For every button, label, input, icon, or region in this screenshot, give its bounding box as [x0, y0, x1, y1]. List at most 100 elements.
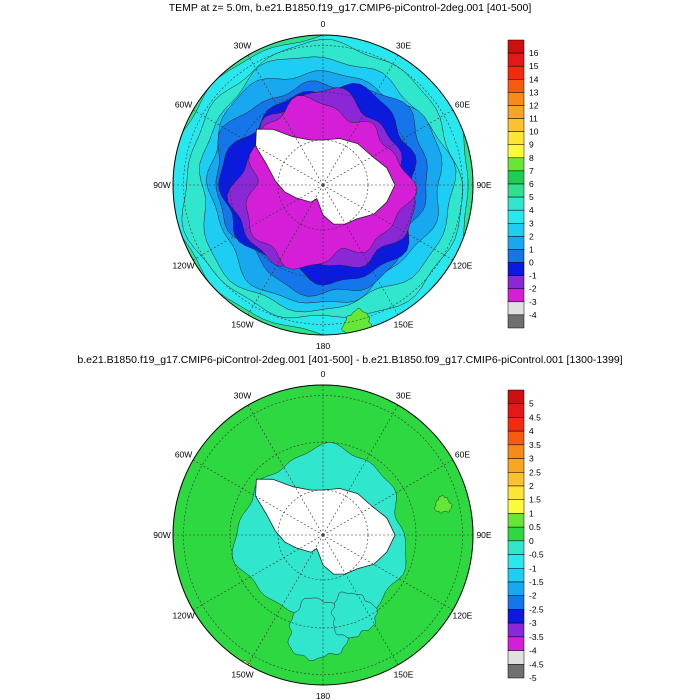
longitude-label: 30W [234, 391, 251, 401]
colorbar-tick-label: 2 [529, 231, 534, 241]
colorbar-tick-label: 5 [529, 192, 534, 202]
colorbar-swatch [507, 262, 525, 276]
colorbar-tick-label: -2.5 [529, 604, 544, 614]
colorbar-swatch [507, 249, 525, 263]
warm-patch [173, 278, 190, 301]
colorbar-swatch [507, 554, 525, 569]
colorbar-tick-label: -1 [529, 563, 537, 573]
colorbar-swatch [507, 526, 525, 542]
colorbar-swatch [507, 275, 525, 289]
colorbar-tick-label: -4 [529, 310, 537, 320]
anomaly-contour [433, 495, 453, 514]
meridian-line [322, 184, 454, 261]
colorbar-swatch [507, 513, 525, 528]
colorbar-tick-label: 2 [529, 481, 534, 491]
colorbar-swatch [507, 144, 525, 159]
meridian-line [247, 184, 324, 316]
colorbar-tick-label: 0 [529, 258, 534, 268]
colorbar-tick-label: 11 [529, 114, 538, 124]
colorbar-swatch [507, 236, 525, 250]
latitude-circle [183, 395, 463, 675]
longitude-label: 60W [175, 100, 192, 110]
colorbar-swatch [507, 170, 525, 185]
colorbar-tick-label: 4 [529, 205, 534, 215]
colorbar-swatch [507, 472, 525, 487]
panel1-map: 030E60E90E120E150E180150W120W90W60W30W16… [153, 19, 539, 350]
colorbar-swatch [507, 314, 525, 329]
colorbar-tick-label: 10 [529, 127, 539, 137]
colorbar-tick-label: 2.5 [529, 467, 541, 477]
colorbar-swatch [507, 650, 525, 665]
colorbar-tick-label: -3 [529, 297, 537, 307]
colorbar-tick-label: -0.5 [529, 550, 544, 560]
colorbar-tick-label: 8 [529, 153, 534, 163]
meridian-line [322, 404, 399, 536]
meridian-line [322, 184, 399, 316]
longitude-label: 60E [455, 100, 470, 110]
colorbar-tick-label: -5 [529, 673, 537, 683]
colorbar-swatch [507, 540, 525, 555]
map-boundary [172, 384, 474, 686]
longitude-label: 180 [316, 691, 330, 700]
longitude-label: 120W [172, 261, 194, 271]
colorbar-tick-label: 3 [529, 454, 534, 464]
meridian-line [247, 404, 324, 536]
meridian-line [192, 109, 324, 186]
antarctica-landmass [255, 478, 396, 575]
longitude-label: 150W [231, 669, 253, 679]
meridian-line [192, 184, 324, 261]
colorbar-tick-label: -3.5 [529, 632, 544, 642]
colorbar-swatch [507, 131, 525, 145]
colorbar-swatch [507, 105, 525, 119]
colorbar-tick-label: 5 [529, 399, 534, 409]
meridian-line [322, 54, 399, 186]
colorbar-swatch [507, 209, 525, 224]
colorbar-tick-label: 14 [529, 74, 539, 84]
colorbar-swatch [507, 430, 525, 446]
colorbar-swatch [507, 664, 525, 679]
colorbar-tick-label: 9 [529, 140, 534, 150]
colorbar-swatch [507, 622, 525, 638]
colorbar-swatch [507, 183, 525, 198]
colorbar-swatch [507, 389, 525, 404]
colorbar-tick-label: 3.5 [529, 440, 541, 450]
colorbar-tick-label: 1 [529, 244, 534, 254]
map-field [173, 35, 473, 335]
meridian-line [322, 534, 399, 666]
colorbar-swatch [507, 39, 525, 54]
longitude-label: 90E [476, 180, 491, 190]
longitude-label: 60E [455, 450, 470, 460]
colorbar-tick-label: 1.5 [529, 495, 541, 505]
colorbar-swatch [507, 157, 525, 172]
colorbar-tick-label: 7 [529, 166, 534, 176]
colorbar-swatch [507, 595, 525, 610]
longitude-label: 0 [321, 369, 326, 379]
colorbar-tick-label: 4.5 [529, 412, 541, 422]
colorbar-swatch [507, 65, 525, 80]
colorbar-tick-label: -4 [529, 646, 537, 656]
longitude-label: 30E [396, 391, 411, 401]
longitude-label: 150E [394, 319, 414, 329]
colorbar-swatch [507, 581, 525, 596]
longitude-label: 90E [476, 530, 491, 540]
colorbar-tick-label: 13 [529, 87, 539, 97]
panel2-title: b.e21.B1850.f19_g17.CMIP6-piControl-2deg… [77, 354, 623, 366]
anomaly-contour [330, 591, 379, 639]
meridian-line [322, 459, 454, 536]
colorbar-tick-label: -1 [529, 271, 537, 281]
meridian-line [322, 534, 454, 611]
panel1-title: TEMP at z= 5.0m, b.e21.B1850.f19_g17.CMI… [168, 2, 532, 14]
meridian-line [192, 459, 324, 536]
colorbar-swatch [507, 499, 525, 514]
meridian-line [247, 534, 324, 666]
longitude-label: 150E [394, 669, 414, 679]
colorbar-swatch [507, 609, 525, 624]
map-boundary [172, 34, 474, 336]
latitude-circle [183, 45, 463, 325]
colorbar-tick-label: -2 [529, 284, 537, 294]
longitude-label: 120E [453, 611, 473, 621]
colorbar-tick-label: -1.5 [529, 577, 544, 587]
colorbar-swatch [507, 568, 525, 583]
longitude-label: 90W [153, 530, 170, 540]
colorbar-tick-label: 16 [529, 48, 539, 58]
